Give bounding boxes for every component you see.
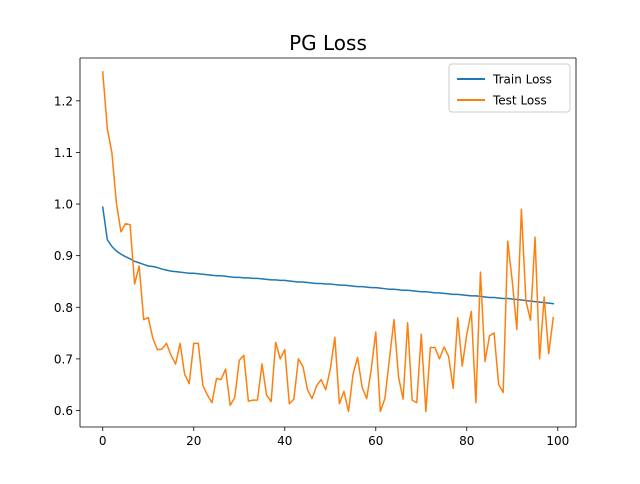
plot-area: 0 20 40 60 80 100 0.6 0.7 0.8 0.9 1.0 1.1 1.2 Train L… (54, 57, 577, 448)
y-tick-label: 1.1 (54, 146, 73, 160)
x-tick-label: 40 (277, 434, 292, 448)
y-tick-label: 1.0 (54, 198, 73, 212)
y-tick-label: 1.2 (54, 94, 73, 108)
x-tick-label: 100 (546, 434, 569, 448)
x-tick-label: 0 (99, 434, 107, 448)
legend-label-test-loss: Test Loss (492, 94, 547, 108)
y-tick-label: 0.8 (54, 301, 73, 315)
chart-title: PG Loss (289, 31, 367, 55)
x-tick-label: 20 (186, 434, 201, 448)
x-tick-label: 60 (368, 434, 383, 448)
y-tick-label: 0.9 (54, 249, 73, 263)
y-tick-label: 0.7 (54, 352, 73, 366)
y-tick-label: 0.6 (54, 404, 73, 418)
series-line-train-loss (101, 206, 555, 305)
legend-label-train-loss: Train Loss (492, 73, 552, 87)
x-tick-label: 80 (459, 434, 474, 448)
series-line-test-loss (101, 71, 555, 413)
